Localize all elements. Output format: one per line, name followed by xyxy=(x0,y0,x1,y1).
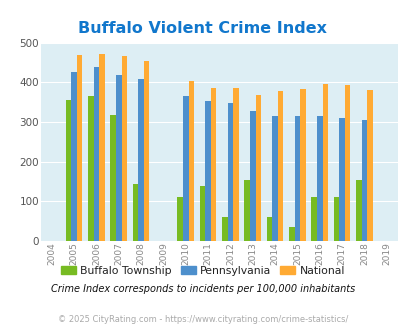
Bar xyxy=(299,89,305,241)
Bar xyxy=(222,217,227,241)
Bar xyxy=(199,186,205,241)
Bar xyxy=(210,88,216,241)
Bar xyxy=(339,118,344,241)
Bar xyxy=(205,101,210,241)
Bar xyxy=(355,180,361,241)
Legend: Buffalo Township, Pennsylvania, National: Buffalo Township, Pennsylvania, National xyxy=(56,261,349,280)
Bar xyxy=(177,197,183,241)
Bar xyxy=(110,115,116,241)
Bar xyxy=(366,90,372,241)
Bar xyxy=(138,79,143,241)
Bar xyxy=(277,91,283,241)
Bar xyxy=(71,72,77,241)
Bar xyxy=(316,116,322,241)
Bar xyxy=(311,197,316,241)
Bar xyxy=(322,84,327,241)
Bar xyxy=(99,53,104,241)
Bar xyxy=(333,197,339,241)
Text: Buffalo Violent Crime Index: Buffalo Violent Crime Index xyxy=(78,21,327,36)
Bar xyxy=(294,116,299,241)
Bar xyxy=(249,111,255,241)
Bar xyxy=(255,95,260,241)
Bar xyxy=(116,75,121,241)
Bar xyxy=(88,96,94,241)
Bar xyxy=(288,227,294,241)
Bar xyxy=(344,85,350,241)
Bar xyxy=(183,96,188,241)
Bar xyxy=(272,116,277,241)
Bar xyxy=(77,55,82,241)
Bar xyxy=(244,180,249,241)
Bar xyxy=(361,120,366,241)
Bar xyxy=(227,103,232,241)
Bar xyxy=(188,81,194,241)
Text: © 2025 CityRating.com - https://www.cityrating.com/crime-statistics/: © 2025 CityRating.com - https://www.city… xyxy=(58,315,347,324)
Text: Crime Index corresponds to incidents per 100,000 inhabitants: Crime Index corresponds to incidents per… xyxy=(51,284,354,294)
Bar xyxy=(132,184,138,241)
Bar xyxy=(143,61,149,241)
Bar xyxy=(266,217,272,241)
Bar xyxy=(232,88,238,241)
Bar xyxy=(121,56,127,241)
Bar xyxy=(66,100,71,241)
Bar xyxy=(94,67,99,241)
